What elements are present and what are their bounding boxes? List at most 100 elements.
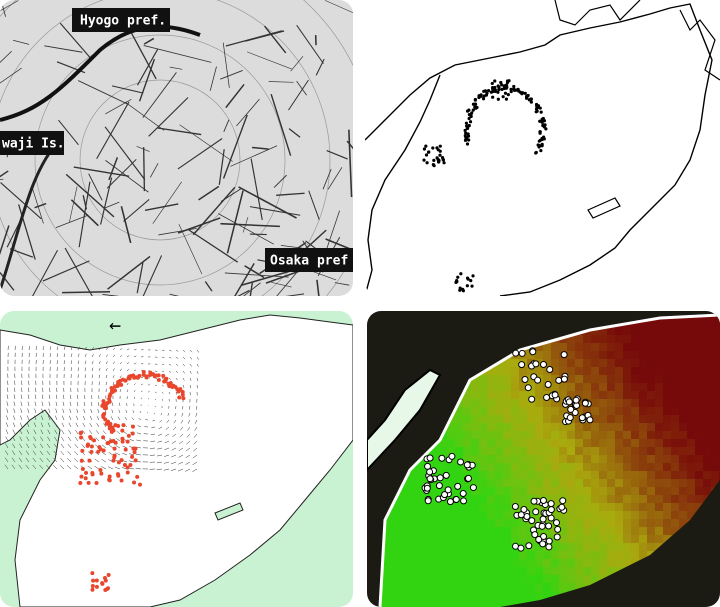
dot [424, 153, 429, 157]
scratch [244, 265, 265, 279]
heat-cell [391, 599, 399, 607]
heat-cell [519, 551, 527, 559]
vector [48, 401, 51, 407]
dot [80, 467, 85, 472]
heat-cell [487, 567, 495, 575]
heat-cell [615, 455, 623, 463]
dot [444, 486, 452, 494]
heat-cell [615, 527, 623, 535]
vector [54, 422, 58, 428]
dot [102, 412, 107, 417]
heat-cell [519, 463, 527, 471]
heat-cell [711, 479, 719, 487]
scratch [144, 203, 179, 211]
heat-cell [463, 479, 471, 487]
heat-cell [399, 551, 407, 559]
heat-cell [639, 359, 647, 367]
scratch [136, 48, 159, 86]
vector [101, 466, 107, 470]
vector [133, 383, 136, 386]
vector [168, 356, 172, 359]
heat-cell [551, 543, 559, 551]
dot [535, 536, 543, 544]
heat-cell [615, 519, 623, 527]
dot [540, 144, 544, 148]
vector [6, 415, 9, 421]
heat-cell [495, 455, 503, 463]
vector [34, 408, 37, 414]
heat-cell [479, 503, 487, 511]
dot [467, 108, 471, 112]
heat-cell [543, 407, 551, 415]
vector [192, 454, 198, 459]
heat-cell [655, 495, 663, 503]
heat-cell [431, 487, 439, 495]
heat-cell [647, 527, 655, 535]
scratch [225, 84, 245, 109]
heat-cell [415, 479, 423, 487]
vector [14, 380, 16, 386]
heat-cell [519, 583, 527, 591]
heat-cell [511, 359, 519, 367]
dot [109, 386, 114, 391]
vector [21, 345, 23, 351]
dot [520, 505, 528, 513]
heat-cell [591, 383, 599, 391]
heat-cell [703, 327, 711, 335]
heat-cell [479, 407, 487, 415]
heat-cell [567, 535, 575, 543]
heat-cell [567, 431, 575, 439]
dot [554, 525, 562, 533]
dot [87, 458, 92, 463]
heat-cell [631, 415, 639, 423]
dot [486, 89, 491, 93]
scratch [141, 255, 163, 296]
scratch [326, 150, 348, 160]
dot [504, 97, 509, 101]
vector [179, 433, 184, 438]
dot [465, 136, 469, 140]
vector [62, 401, 65, 407]
heat-cell [583, 511, 591, 519]
heat-cell [527, 559, 535, 567]
harbour-structures [554, 0, 720, 81]
scratch [104, 126, 146, 181]
heat-cell [495, 591, 503, 599]
vector [7, 380, 9, 386]
heat-cell [423, 583, 431, 591]
heat-cell [503, 383, 511, 391]
scratch [123, 199, 150, 222]
heat-cell [607, 543, 615, 551]
heat-cell [623, 455, 631, 463]
dot [90, 571, 95, 576]
heat-cell [647, 479, 655, 487]
heat-cell [423, 543, 431, 551]
heat-cell [647, 439, 655, 447]
heat-cell [647, 535, 655, 543]
heat-cell [487, 591, 495, 599]
vector [165, 426, 170, 430]
heat-cell [615, 471, 623, 479]
vector [74, 451, 79, 456]
heat-cell [575, 551, 583, 559]
heat-cell [583, 351, 591, 359]
heat-cell [551, 367, 559, 375]
heat-cell [511, 535, 519, 543]
heat-cell [631, 479, 639, 487]
heat-cell [439, 503, 447, 511]
vector [172, 426, 177, 431]
dot [467, 124, 471, 128]
scratch [31, 187, 44, 224]
scratch [152, 181, 182, 224]
heat-cell [543, 423, 551, 431]
vector [77, 394, 79, 400]
heat-cell [527, 567, 535, 575]
heat-cell [503, 503, 511, 511]
heat-cell [519, 447, 527, 455]
heat-cell [495, 519, 503, 527]
heat-cell [663, 335, 671, 343]
heat-cell [623, 519, 631, 527]
heat-cell [575, 359, 583, 367]
dot [534, 150, 538, 155]
dot [83, 476, 88, 481]
